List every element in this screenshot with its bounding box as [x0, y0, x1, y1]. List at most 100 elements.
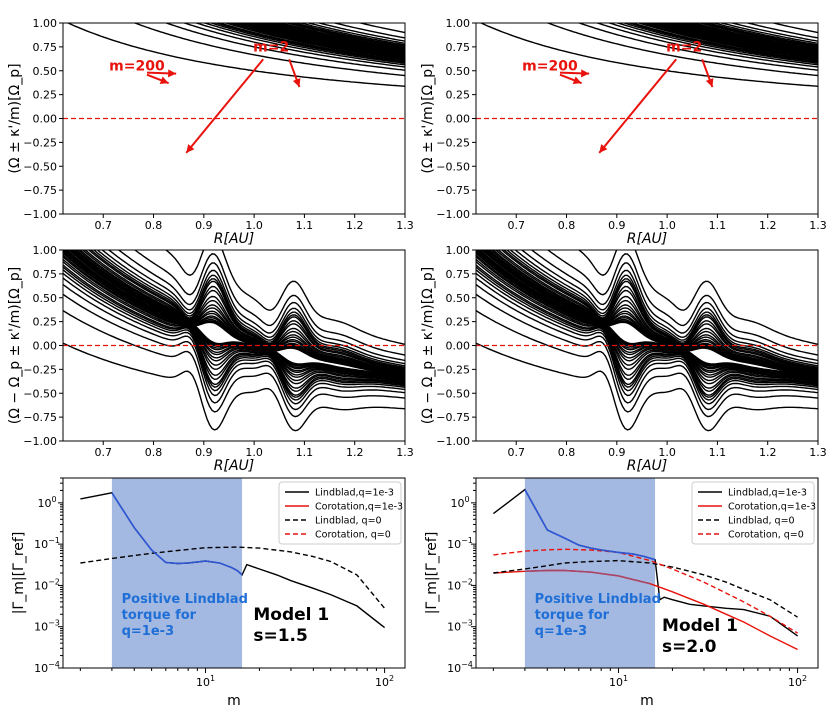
y-tick-label: −0.25: [23, 363, 57, 376]
resonance-curve-m6-plus: [718, 23, 818, 44]
panel-bottom-left: 101 10210−410−310−210−1100m|Γ_m|[Γ_ref]Li…: [11, 477, 406, 709]
resonance-curve-m12-minus: [636, 23, 818, 61]
x-axis-label: m: [640, 693, 654, 709]
x-tick-label: 101: [609, 674, 628, 689]
x-tick-label: 0.7: [94, 219, 112, 232]
resonance-curve-m4-plus: [745, 23, 818, 39]
resonance-curve-m5-minus: [595, 23, 818, 68]
annotation-m200: m=200: [109, 59, 165, 75]
y-tick-label: −0.50: [436, 387, 470, 400]
y-tick-label: 100: [37, 495, 56, 510]
annotation-lindblad-line: q=1e-3: [122, 624, 175, 639]
legend-box: [278, 481, 402, 545]
tick-base: 10: [447, 538, 461, 551]
resonance-curve-m30-plus: [486, 250, 818, 376]
x-tick-label: 1.0: [245, 219, 263, 232]
resonance-curve-m17-plus: [79, 250, 405, 374]
x-tick-label: 1.0: [658, 219, 676, 232]
tick-exponent: 1: [623, 674, 628, 683]
resonance-curve-m8-minus: [476, 269, 818, 396]
y-tick-label: 100: [450, 495, 469, 510]
x-tick-label: 0.7: [94, 446, 112, 459]
curves: [476, 250, 818, 432]
resonance-curve-m6-minus: [194, 23, 405, 66]
tick-exponent: −4: [48, 660, 60, 669]
x-axis-label: R[AU]: [627, 231, 667, 247]
resonance-curve-m30-plus: [73, 250, 405, 376]
resonance-curve-m12-plus: [691, 23, 818, 50]
y-tick-label: −1.00: [23, 208, 57, 221]
resonance-curve-m2-plus: [476, 0, 818, 22]
resonance-curve-m9-plus: [700, 23, 818, 48]
legend-label: Corotation,q=1e-3: [315, 502, 403, 513]
resonance-curve-m12-plus: [84, 250, 405, 372]
resonance-curve-m6-minus: [63, 277, 405, 401]
annotation-model-line: s=2.0: [662, 637, 717, 657]
resonance-curve-m10-plus: [697, 23, 818, 49]
tick-base: 10: [34, 538, 48, 551]
y-axis-label: (Ω ± κ'/m)[Ω_p]: [7, 63, 23, 173]
resonance-curve-m2-minus: [476, 342, 818, 432]
resonance-curve-m2-plus: [63, 0, 405, 22]
resonance-curve-m5-plus: [316, 23, 405, 42]
tick-exponent: −3: [461, 619, 473, 628]
tick-base: 10: [447, 621, 461, 634]
resonance-curve-m9-plus: [90, 250, 405, 371]
resonance-curve-m4-minus: [476, 293, 818, 411]
resonance-curve-m20-minus: [234, 23, 405, 58]
resonance-curve-m2-minus: [63, 342, 405, 432]
x-tick-label: 1.2: [759, 219, 777, 232]
resonance-curve-m2-minus: [479, 23, 818, 87]
y-tick-label: 0.75: [33, 41, 58, 54]
x-tick-label: 0.8: [145, 219, 163, 232]
x-tick-label: 1.3: [396, 219, 414, 232]
legend-label: Lindblad, q=0: [728, 516, 795, 527]
y-tick-label: −0.50: [23, 387, 57, 400]
tick-exponent: −1: [48, 536, 60, 545]
resonance-curve-m14-plus: [688, 23, 818, 51]
resonance-curve-m3-minus: [132, 23, 405, 77]
resonance-curve-m12-minus: [476, 261, 818, 385]
annotation-m200: m=200: [522, 59, 578, 75]
legend-label: Corotation,q=1e-3: [728, 502, 816, 513]
resonance-curve-m9-minus: [626, 23, 818, 62]
tick-base: 10: [34, 621, 48, 634]
annotation-lindblad-line: torque for: [122, 608, 197, 623]
y-tick-label: 0.50: [446, 65, 471, 78]
resonance-curve-m6-minus: [607, 23, 818, 66]
resonance-curve-m20-plus: [268, 23, 405, 52]
y-tick-label: 0.75: [446, 268, 471, 281]
resonance-curve-m20-minus: [647, 23, 818, 58]
y-tick-label: 0.00: [446, 340, 471, 353]
y-tick-label: 0.25: [446, 89, 471, 102]
panel-mid-right: 0.7 0.8 0.9 1.0 1.1 1.2 1.3 −1.00 −0.75 −0.50 −0.2…: [420, 244, 827, 474]
annotation-m2: m=2: [666, 39, 702, 55]
resonance-curve-m8-plus: [505, 250, 818, 370]
y-tick-label: −1.00: [23, 435, 57, 448]
arrow-m2-lower: [185, 58, 264, 154]
x-tick-label: 1.3: [396, 446, 414, 459]
y-tick-label: −0.25: [436, 363, 470, 376]
y-tick-label: 10−2: [34, 577, 60, 592]
x-tick-label: 1.1: [296, 446, 314, 459]
annotation-model-line: Model 1: [253, 605, 329, 625]
series-corotation-q-0: [493, 548, 798, 634]
resonance-curve-m200-plus: [481, 250, 818, 377]
x-tick-label: 1.1: [296, 219, 314, 232]
tick-base: 10: [788, 676, 802, 689]
tick-exponent: −1: [461, 536, 473, 545]
y-axis-label: (Ω − Ω_p ± κ'/m)[Ω_p]: [420, 267, 436, 424]
curves: [476, 0, 818, 120]
resonance-curve-m5-plus: [520, 250, 818, 365]
resonance-curve-m5-plus: [107, 250, 405, 365]
x-tick-label: 1.1: [709, 219, 727, 232]
x-tick-label: 102: [788, 674, 807, 689]
annotation-lindblad-line: Positive Lindblad: [535, 592, 661, 607]
tick-base: 10: [196, 676, 210, 689]
x-tick-label: 1.0: [245, 446, 263, 459]
resonance-curve-m6-plus: [514, 250, 818, 367]
y-tick-label: 0.50: [446, 292, 471, 305]
x-tick-label: 1.3: [809, 219, 827, 232]
tick-base: 10: [447, 579, 461, 592]
resonance-curve-m10-plus: [87, 250, 405, 371]
